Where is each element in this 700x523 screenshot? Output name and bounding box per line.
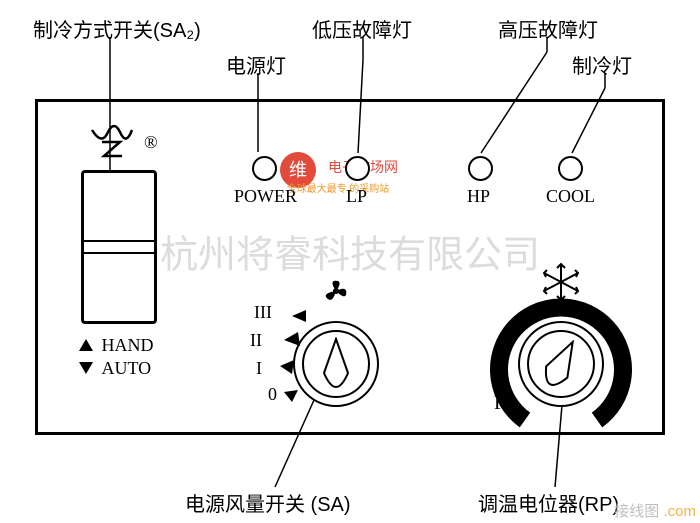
fan-scale-3: III (254, 302, 272, 323)
temp-label-0: 0 (612, 392, 622, 415)
cool-indicator-label: COOL (546, 186, 595, 207)
callout-hp-light: 高压故障灯 (498, 14, 598, 43)
auto-text: AUTO (102, 358, 152, 378)
footer-text-b: .com (663, 503, 696, 520)
footer-watermark: 接线图 .com (614, 500, 696, 521)
cool-indicator (558, 156, 583, 181)
footer-text-a: 接线图 (614, 503, 659, 520)
hand-text: HAND (102, 335, 154, 355)
fan-icon (320, 275, 348, 303)
wm-red-bottom: 全球最大最专 的采购站 (287, 182, 390, 195)
callout-lp-light: 低压故障灯 (312, 14, 412, 43)
lp-indicator (345, 156, 370, 181)
power-indicator-label: POWER (234, 186, 297, 207)
callout-temp-pot: 调温电位器(RP) (478, 488, 619, 517)
wz-logo (88, 122, 142, 162)
fan-scale-1: I (256, 358, 262, 379)
temp-knob-pointer-icon (532, 332, 589, 397)
callout-cool-light: 制冷灯 (572, 50, 632, 79)
lp-indicator-label: LP (346, 186, 367, 207)
fan-knob-pointer-icon (318, 337, 354, 391)
cooling-mode-rocker[interactable] (81, 170, 157, 324)
hp-indicator (468, 156, 493, 181)
fan-scale-2: II (250, 330, 262, 351)
power-indicator (252, 156, 277, 181)
temp-knob-inner (527, 330, 595, 398)
hp-indicator-label: HP (467, 186, 490, 207)
callout-cooling-switch: 制冷方式开关(SA₂) (33, 14, 201, 43)
fan-scale-0: 0 (268, 384, 277, 405)
triangle-up-icon (79, 339, 93, 351)
registered-mark: ® (144, 132, 158, 153)
temp-label-f: F (494, 392, 505, 415)
callout-fan-switch: 电源风量开关 (SA) (185, 488, 351, 517)
hand-label-row: HAND (79, 335, 154, 356)
callout-power-light: 电源灯 (226, 50, 286, 79)
temp-knob[interactable] (518, 321, 604, 407)
watermark-red-logo: 维 电子市场网 全球最大最专 的采购站 (278, 150, 408, 196)
auto-label-row: AUTO (79, 358, 151, 379)
wm-red-top: 维 (289, 160, 307, 180)
triangle-down-icon (79, 362, 93, 374)
